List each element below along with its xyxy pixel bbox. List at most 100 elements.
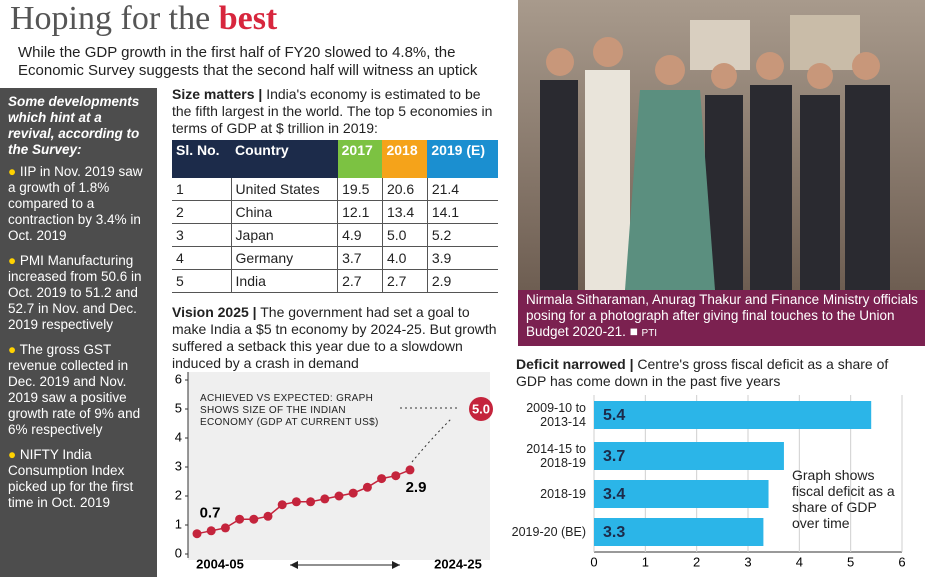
title-text: Hoping for the — [10, 0, 211, 37]
data-point — [235, 514, 245, 524]
column-header: Sl. No. — [172, 140, 232, 178]
y-tick-label: 5 — [175, 400, 182, 415]
chart-subtitle: Centre's gross fiscal deficit as a share… — [516, 356, 889, 389]
column-header: Country — [231, 140, 338, 178]
table-cell: 4.9 — [337, 223, 383, 247]
table-cell: 14.1 — [426, 200, 498, 224]
data-point — [277, 500, 287, 510]
column-header: 2017 — [337, 140, 383, 178]
data-point — [334, 491, 344, 501]
data-point — [192, 529, 202, 539]
table-row: 2 China 12.1 13.4 14.1 — [172, 200, 498, 224]
x-tick-label: 2004-05 — [196, 556, 244, 571]
item-text: PMI Manufacturing increased from 50.6 in… — [8, 253, 142, 332]
table-cell: 5 — [172, 269, 232, 293]
sidebar-item: ● The gross GST revenue collected in Dec… — [8, 342, 149, 438]
table-cell: 21.4 — [426, 178, 498, 201]
table-row: 3 Japan 4.9 5.0 5.2 — [172, 223, 498, 247]
category-text: 2018-19 — [540, 487, 586, 501]
value-label: 5.4 — [603, 407, 625, 424]
data-point — [220, 523, 230, 533]
sidebar-heading: Some developments which hint at a reviva… — [8, 94, 140, 157]
y-tick-label: 3 — [175, 458, 182, 473]
y-tick-label: 2014-15 to 2018-19 — [506, 441, 586, 471]
data-point — [391, 471, 401, 481]
column-header: 2018 — [382, 140, 428, 178]
table-cell: 4 — [172, 246, 232, 270]
item-text: IIP in Nov. 2019 saw a growth of 1.8% co… — [8, 164, 143, 243]
title-emphasis: best — [218, 0, 278, 37]
bar — [594, 442, 784, 470]
photo-credit: PTI — [641, 328, 658, 339]
data-point — [263, 511, 273, 521]
x-tick-label: 6 — [898, 554, 905, 569]
y-tick-label: 2 — [175, 487, 182, 502]
table-cell: 2.7 — [381, 269, 428, 293]
bar — [594, 480, 769, 508]
vision-intro: Vision 2025 | The government had set a g… — [172, 304, 502, 372]
column-header: 2019 (E) — [427, 140, 498, 178]
data-point — [306, 497, 316, 507]
category-text: 2014-15 to 2018-19 — [526, 442, 586, 470]
table-cell: 4.0 — [381, 246, 428, 270]
bullet: ● — [8, 342, 20, 357]
data-point — [249, 514, 259, 524]
sidebar-item: ● NIFTY India Consumption Index picked u… — [8, 447, 149, 511]
table-cell: 2 — [172, 200, 232, 224]
table-cell: 19.5 — [337, 178, 383, 201]
bullet: ● — [8, 253, 20, 268]
value-label: 3.4 — [603, 486, 625, 503]
annotation: Graph shows fiscal deficit as a share of… — [792, 467, 895, 531]
table-cell: 13.4 — [381, 200, 428, 224]
chart-title: Deficit narrowed | — [516, 356, 634, 372]
value-label: 2.9 — [406, 479, 427, 496]
y-tick-label: 2018-19 — [506, 479, 586, 509]
value-label: 3.7 — [603, 448, 625, 465]
data-point — [348, 488, 358, 498]
table-cell: 3.7 — [337, 246, 383, 270]
plot-bg — [188, 372, 490, 560]
subtitle: While the GDP growth in the first half o… — [18, 44, 478, 79]
photo — [518, 0, 925, 346]
gdp-table: Sl. No. Country 2017 2018 2019 (E) 1 United St… — [172, 140, 498, 293]
table-cell: China — [230, 200, 338, 224]
y-tick-label: 4 — [175, 429, 182, 444]
caption-text: Nirmala Sitharaman, Anurag Thakur and Fi… — [526, 292, 918, 339]
table-cell: 20.6 — [381, 178, 428, 201]
y-tick-label: 0 — [175, 545, 182, 560]
target-point — [469, 397, 493, 421]
data-point — [206, 526, 216, 536]
sidebar-item: ● PMI Manufacturing increased from 50.6 … — [8, 253, 149, 333]
table-row: 5 India 2.7 2.7 2.9 — [172, 269, 498, 293]
category-text: 2019-20 (BE) — [511, 525, 586, 539]
x-tick-label: 2 — [693, 554, 700, 569]
y-tick-label: 6 — [175, 371, 182, 386]
data-point — [320, 494, 330, 504]
sidebar-item: ● IIP in Nov. 2019 saw a growth of 1.8% … — [8, 164, 149, 244]
table-cell: 3.9 — [426, 246, 498, 270]
table-cell: United States — [230, 178, 338, 201]
category-text: 2009-10 to 2013-14 — [526, 401, 586, 429]
bar — [594, 401, 872, 429]
chart-subtitle: The government had set a goal to make In… — [172, 304, 497, 371]
y-tick-label: 1 — [175, 516, 182, 531]
table-cell: Germany — [230, 246, 338, 270]
deficit-intro: Deficit narrowed | Centre's gross fiscal… — [516, 356, 916, 390]
table-section: Size matters | India's economy is estima… — [172, 86, 502, 293]
item-text: The gross GST revenue collected in Dec. … — [8, 342, 141, 437]
x-tick-label: 0 — [590, 554, 597, 569]
table-title: Size matters | — [172, 86, 263, 102]
table-cell: 2.9 — [426, 269, 498, 293]
value-label: 0.7 — [200, 505, 221, 522]
value-label: 3.3 — [603, 524, 625, 541]
x-tick-label: 2024-25 — [434, 556, 482, 571]
title: Hoping for the best — [10, 0, 277, 38]
annotation: ACHIEVED VS EXPECTED: GRAPH SHOWS SIZE O… — [200, 393, 379, 428]
series-line — [196, 469, 411, 535]
y-tick-label: 2019-20 (BE) — [506, 517, 586, 547]
y-tick-label: 2009-10 to 2013-14 — [506, 400, 586, 430]
table-cell: 5.0 — [381, 223, 428, 247]
x-tick-label: 3 — [744, 554, 751, 569]
